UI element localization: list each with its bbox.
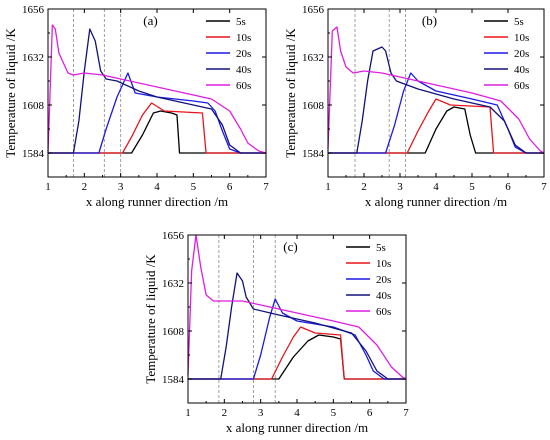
x-tick-label: 2 xyxy=(361,181,367,193)
plot-frame xyxy=(327,8,545,178)
y-tick-label: 1632 xyxy=(22,52,44,64)
legend-label-40s: 40s xyxy=(514,64,529,76)
x-tick-label: 6 xyxy=(227,181,233,193)
series-line-10s xyxy=(188,326,406,380)
legend-label-10s: 10s xyxy=(514,32,529,44)
series-line-20s xyxy=(48,72,266,154)
y-tick-label: 1608 xyxy=(302,100,325,112)
legend-label-5s: 5s xyxy=(236,16,246,28)
series-line-40s xyxy=(328,46,544,154)
chart-panel-1: 1 2 3 4 5 6 7 1584 1608 1632 1656 x along runner di… xyxy=(3,4,269,209)
legend-label-60s: 60s xyxy=(376,306,391,318)
x-tick-label: 6 xyxy=(505,181,511,193)
y-tick-label: 1632 xyxy=(162,278,184,290)
legend-label-10s: 10s xyxy=(236,32,251,44)
series-line-5s xyxy=(48,110,266,154)
series-line-10s xyxy=(328,98,544,154)
series-line-60s xyxy=(187,234,407,380)
y-axis-title: Temperature of liquid /K xyxy=(3,28,18,158)
panel-label: (a) xyxy=(143,13,157,28)
legend-label-40s: 40s xyxy=(376,290,391,302)
x-axis-title: x along runner direction /m xyxy=(226,420,368,435)
x-tick-label: 3 xyxy=(258,407,264,419)
legend-label-5s: 5s xyxy=(376,242,386,254)
series-line-40s xyxy=(48,28,266,154)
legend-label-40s: 40s xyxy=(236,64,251,76)
x-tick-label: 3 xyxy=(397,181,403,193)
y-tick-label: 1656 xyxy=(302,4,325,16)
y-tick-label: 1584 xyxy=(162,374,185,386)
y-tick-label: 1656 xyxy=(22,4,45,16)
x-axis-title: x along runner direction /m xyxy=(365,194,507,209)
x-tick-label: 7 xyxy=(263,181,269,193)
series-line-60s xyxy=(47,24,267,154)
legend-label-5s: 5s xyxy=(514,16,524,28)
x-tick-label: 2 xyxy=(82,181,88,193)
y-tick-label: 1608 xyxy=(22,100,45,112)
x-tick-label: 5 xyxy=(191,181,197,193)
legend-label-20s: 20s xyxy=(514,48,529,60)
y-tick-label: 1608 xyxy=(162,326,185,338)
x-tick-label: 1 xyxy=(185,407,191,419)
series-line-20s xyxy=(328,72,544,154)
panel-label: (c) xyxy=(283,239,297,254)
y-tick-label: 1632 xyxy=(302,52,324,64)
chart-panel-2: 1 2 3 4 5 6 7 1584 1608 1632 1656 x along runner di… xyxy=(283,4,547,209)
panel-label: (b) xyxy=(422,13,437,28)
y-tick-label: 1584 xyxy=(22,148,45,160)
x-tick-label: 4 xyxy=(154,181,160,193)
x-tick-label: 7 xyxy=(403,407,409,419)
x-axis-title: x along runner direction /m xyxy=(86,194,228,209)
y-tick-label: 1584 xyxy=(302,148,325,160)
y-tick-label: 1656 xyxy=(162,230,185,242)
chart-panel-3: 1 2 3 4 5 6 7 1584 1608 1632 1656 x along runner di… xyxy=(143,230,409,435)
y-axis-title: Temperature of liquid /K xyxy=(143,254,158,384)
legend-label-20s: 20s xyxy=(376,274,391,286)
legend-label-60s: 60s xyxy=(236,80,251,92)
x-tick-label: 1 xyxy=(325,181,331,193)
x-tick-label: 1 xyxy=(45,181,51,193)
x-tick-label: 5 xyxy=(331,407,337,419)
x-tick-label: 6 xyxy=(367,407,373,419)
x-tick-label: 2 xyxy=(222,407,228,419)
x-tick-label: 4 xyxy=(294,407,300,419)
x-tick-label: 7 xyxy=(541,181,547,193)
series-line-10s xyxy=(48,102,266,154)
series-line-20s xyxy=(188,298,406,380)
series-line-40s xyxy=(188,272,406,380)
x-tick-label: 3 xyxy=(118,181,124,193)
y-axis-title: Temperature of liquid /K xyxy=(283,28,298,158)
series-line-5s xyxy=(328,106,544,154)
plot-frame xyxy=(47,8,267,178)
x-tick-label: 5 xyxy=(469,181,475,193)
series-line-60s xyxy=(327,26,545,154)
legend-label-60s: 60s xyxy=(514,80,529,92)
x-tick-label: 4 xyxy=(433,181,439,193)
legend-label-20s: 20s xyxy=(236,48,251,60)
legend-label-10s: 10s xyxy=(376,258,391,270)
